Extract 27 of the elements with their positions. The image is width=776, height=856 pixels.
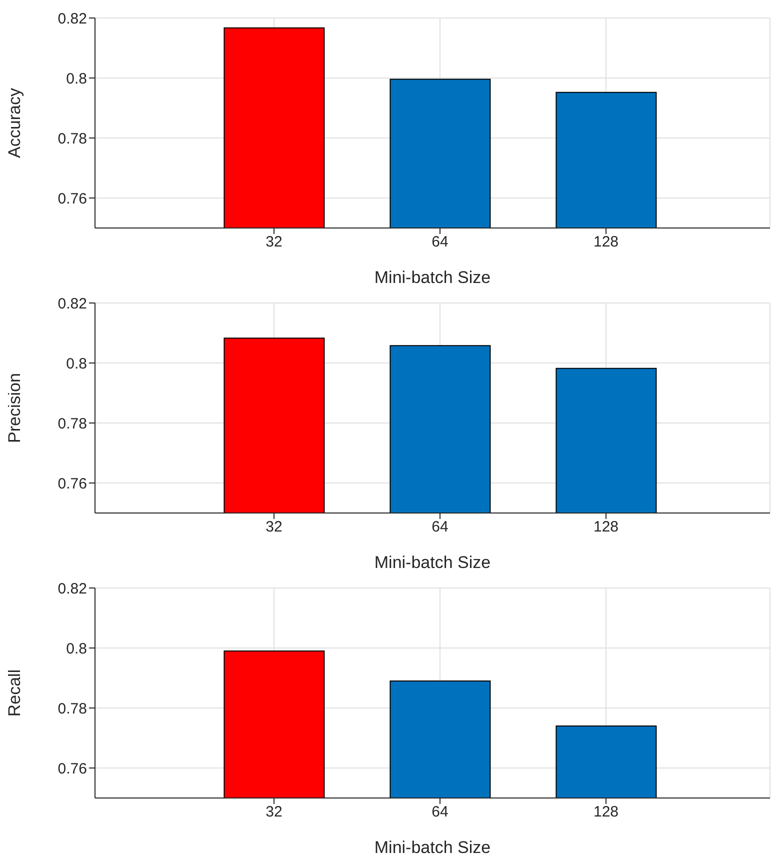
x-tick-label: 32	[266, 234, 282, 251]
y-tick-label: 0.76	[58, 760, 87, 778]
y-tick-label: 0.78	[58, 415, 87, 432]
x-axis-title: Mini-batch Size	[374, 268, 491, 287]
y-tick-label: 0.78	[58, 130, 87, 148]
x-axis-title: Mini-batch Size	[374, 553, 491, 572]
y-tick-label: 0.8	[66, 70, 87, 88]
x-tick-label: 64	[432, 518, 448, 536]
x-axis-title: Mini-batch Size	[374, 838, 491, 856]
y-tick-label: 0.8	[66, 640, 87, 658]
y-tick-label: 0.82	[58, 10, 87, 28]
x-tick-label: 128	[593, 804, 619, 821]
y-axis-title: Recall	[5, 669, 24, 717]
y-tick-label: 0.82	[58, 295, 87, 312]
y-tick-label: 0.82	[58, 580, 87, 598]
x-tick-label: 128	[593, 518, 619, 536]
y-tick-label: 0.76	[58, 190, 87, 208]
y-axis-title: Accuracy	[5, 88, 24, 158]
x-tick-label: 64	[432, 804, 448, 821]
y-tick-label: 0.8	[66, 355, 87, 372]
y-tick-label: 0.76	[58, 475, 87, 492]
x-tick-label: 32	[266, 518, 282, 536]
x-tick-label: 32	[266, 804, 282, 821]
y-tick-label: 0.78	[58, 700, 87, 718]
y-axis-title: Precision	[5, 373, 24, 443]
x-tick-label: 128	[593, 234, 619, 251]
x-tick-label: 64	[432, 234, 448, 251]
